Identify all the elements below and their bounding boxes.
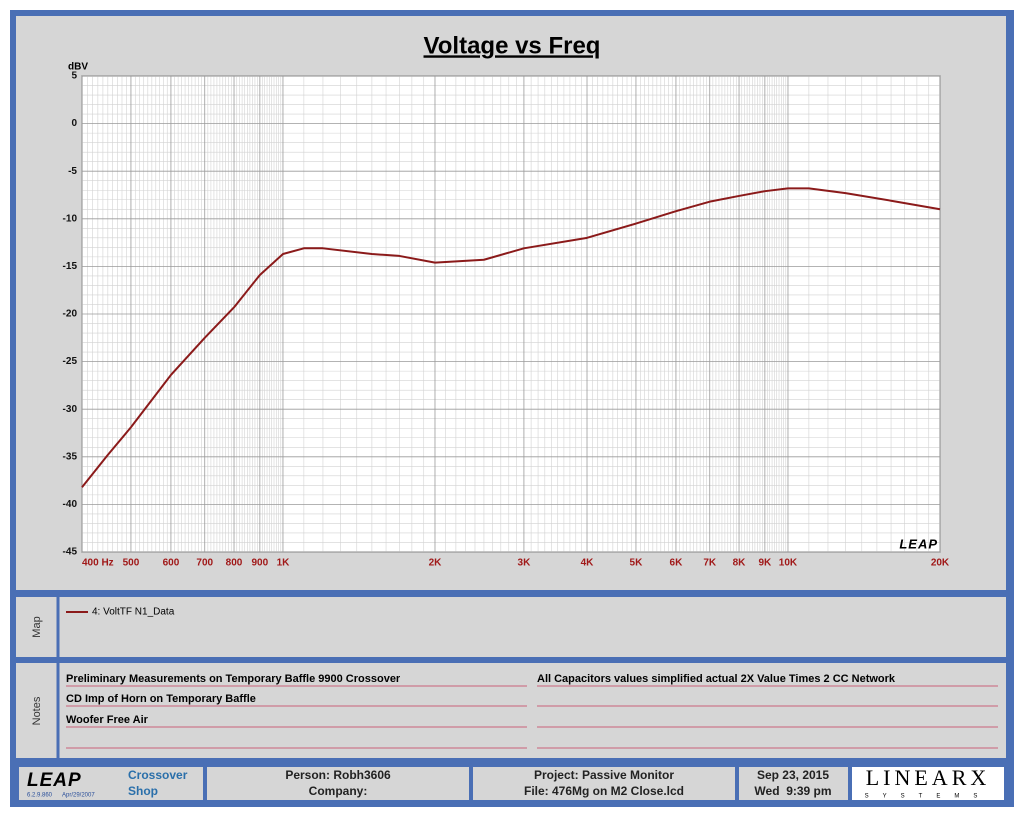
footer-box <box>739 767 848 800</box>
product: Crossover <box>128 768 188 782</box>
footer-box <box>207 767 469 800</box>
notes-panel <box>16 663 1006 758</box>
footer-box <box>852 767 1004 800</box>
x-tick-label: 3K <box>518 558 532 569</box>
note-text: CD Imp of Horn on Temporary Baffle <box>66 693 256 705</box>
footer-box <box>19 767 203 800</box>
x-tick-label: 700 <box>196 558 213 569</box>
person: Person: Robh3606 <box>285 768 391 782</box>
x-tick-label: 4K <box>581 558 595 569</box>
project: Project: Passive Monitor <box>534 768 674 782</box>
y-tick-label: -30 <box>63 404 78 415</box>
legend-label: 4: VoltTF N1_Data <box>92 607 175 618</box>
brand-sub: SYSTEMS <box>865 794 992 800</box>
y-unit: dBV <box>68 62 88 73</box>
company: Company: <box>309 784 368 798</box>
date: Sep 23, 2015 <box>757 768 829 782</box>
version: 6.2.9.860 <box>27 793 53 799</box>
build-date: Apr/29/2007 <box>62 793 95 799</box>
time: Wed 9:39 pm <box>754 784 831 798</box>
x-tick-label: 9K <box>758 558 772 569</box>
product: Shop <box>128 784 158 798</box>
data-line <box>81 187 941 488</box>
x-tick-label: 1K <box>277 558 291 569</box>
x-tick-label: 7K <box>703 558 717 569</box>
y-tick-label: -15 <box>63 261 78 272</box>
map-label: Map <box>31 616 43 637</box>
x-tick-label: 8K <box>733 558 747 569</box>
x-tick-label: 500 <box>123 558 140 569</box>
x-tick-label: 800 <box>226 558 243 569</box>
notes-label: Notes <box>31 696 43 725</box>
x-tick-label: 900 <box>252 558 269 569</box>
note-text: Preliminary Measurements on Temporary Ba… <box>66 673 401 685</box>
y-tick-label: -35 <box>63 451 78 462</box>
logo: LEAP <box>27 770 82 791</box>
watermark: LEAP <box>899 536 938 551</box>
x-tick-label: 5K <box>630 558 644 569</box>
y-tick-label: -10 <box>63 213 78 224</box>
x-tick-label: 6K <box>670 558 684 569</box>
y-tick-label: -25 <box>63 356 78 367</box>
brand: LINEARX <box>866 765 991 790</box>
x-tick-label: 400 Hz <box>82 558 114 569</box>
y-tick-label: 5 <box>71 71 77 82</box>
note-text: Woofer Free Air <box>66 714 149 726</box>
footer-box <box>473 767 735 800</box>
y-tick-label: 0 <box>71 118 77 129</box>
y-tick-label: -40 <box>63 499 78 510</box>
x-tick-label: 2K <box>429 558 443 569</box>
chart-title: Voltage vs Freq <box>424 32 601 59</box>
map-panel <box>16 597 1006 657</box>
x-tick-label: 10K <box>779 558 798 569</box>
y-tick-label: -45 <box>63 547 78 558</box>
y-tick-label: -20 <box>63 309 78 320</box>
x-tick-label: 600 <box>163 558 180 569</box>
note-text: All Capacitors values simplified actual … <box>537 673 896 685</box>
y-tick-label: -5 <box>68 166 77 177</box>
x-tick-label: 20K <box>931 558 950 569</box>
file: File: 476Mg on M2 Close.lcd <box>524 784 684 798</box>
